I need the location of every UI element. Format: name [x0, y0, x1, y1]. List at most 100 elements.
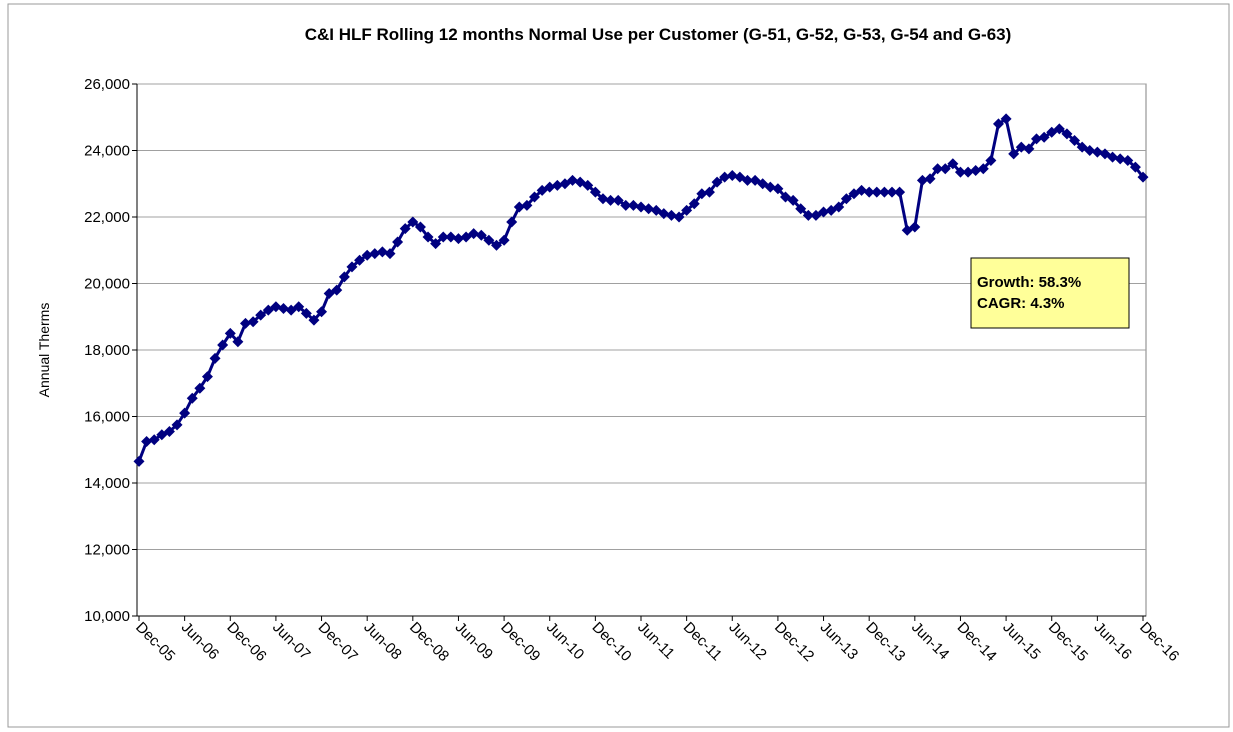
marker	[338, 271, 350, 283]
marker	[795, 203, 807, 215]
y-tick-label: 16,000	[84, 409, 130, 426]
y-axis-label: Annual Therms	[36, 303, 52, 398]
marker	[513, 201, 525, 213]
marker	[331, 284, 343, 296]
marker	[1061, 128, 1073, 140]
marker	[833, 201, 845, 213]
marker	[886, 186, 898, 198]
marker	[163, 425, 175, 437]
marker	[688, 198, 700, 210]
marker	[376, 246, 388, 258]
marker	[787, 194, 799, 206]
marker	[954, 166, 966, 178]
marker	[1137, 171, 1149, 183]
marker	[1038, 131, 1050, 143]
marker	[681, 204, 693, 216]
marker	[445, 231, 457, 243]
marker	[818, 206, 830, 218]
marker	[567, 174, 579, 186]
marker	[726, 169, 738, 181]
y-tick-label: 24,000	[84, 143, 130, 160]
marker	[643, 203, 655, 215]
marker	[932, 163, 944, 175]
marker	[1023, 143, 1035, 155]
marker	[916, 174, 928, 186]
marker	[171, 419, 183, 431]
annotation-box	[970, 257, 1130, 329]
y-tick-label: 26,000	[84, 76, 130, 93]
marker	[224, 327, 236, 339]
annotation: CAGR: 4.3%	[977, 295, 1065, 312]
marker	[483, 234, 495, 246]
marker	[217, 339, 229, 351]
marker	[1031, 133, 1043, 145]
marker	[947, 158, 959, 170]
marker	[1008, 148, 1020, 160]
marker	[133, 455, 145, 467]
marker	[369, 248, 381, 260]
marker	[544, 181, 556, 193]
marker	[802, 209, 814, 221]
annotation: Growth: 58.3%	[977, 274, 1081, 291]
marker	[407, 216, 419, 228]
marker	[878, 186, 890, 198]
marker	[209, 352, 221, 364]
marker	[490, 239, 502, 251]
marker	[856, 184, 868, 196]
marker	[468, 228, 480, 240]
marker	[316, 306, 328, 318]
marker	[247, 316, 259, 328]
marker	[772, 183, 784, 195]
marker	[551, 179, 563, 191]
marker	[985, 154, 997, 166]
marker	[1122, 154, 1134, 166]
marker	[278, 302, 290, 314]
marker	[939, 163, 951, 175]
marker	[186, 392, 198, 404]
marker	[179, 407, 191, 419]
marker	[529, 191, 541, 203]
marker	[1107, 151, 1119, 163]
marker	[597, 193, 609, 205]
chart-title: C&I HLF Rolling 12 months Normal Use per…	[305, 25, 1012, 44]
marker	[711, 176, 723, 188]
marker	[1114, 153, 1126, 165]
marker	[871, 186, 883, 198]
marker	[384, 248, 396, 260]
marker	[673, 211, 685, 223]
marker	[148, 434, 160, 446]
marker	[399, 223, 411, 235]
marker	[361, 249, 373, 261]
y-tick-label: 20,000	[84, 276, 130, 293]
marker	[741, 174, 753, 186]
marker	[452, 233, 464, 245]
marker	[308, 314, 320, 326]
marker	[239, 317, 251, 329]
marker	[293, 301, 305, 313]
marker	[894, 186, 906, 198]
marker	[840, 193, 852, 205]
marker	[992, 118, 1004, 130]
marker	[1069, 135, 1081, 147]
marker	[924, 173, 936, 185]
marker	[605, 194, 617, 206]
marker	[430, 238, 442, 250]
marker	[232, 336, 244, 348]
marker	[194, 382, 206, 394]
marker	[414, 221, 426, 233]
marker	[1015, 141, 1027, 153]
marker	[255, 309, 267, 321]
marker	[1091, 146, 1103, 158]
marker	[970, 164, 982, 176]
marker	[300, 307, 312, 319]
marker	[346, 261, 358, 273]
marker	[719, 171, 731, 183]
marker	[521, 199, 533, 211]
marker	[589, 186, 601, 198]
marker	[977, 163, 989, 175]
marker	[696, 188, 708, 200]
marker	[863, 186, 875, 198]
marker	[1129, 161, 1141, 173]
marker	[270, 301, 282, 313]
